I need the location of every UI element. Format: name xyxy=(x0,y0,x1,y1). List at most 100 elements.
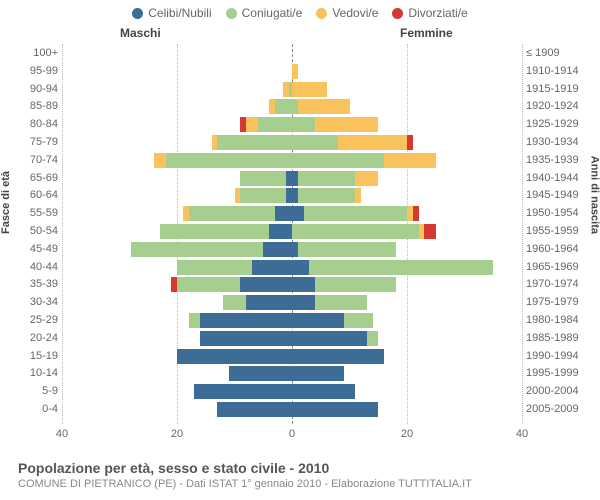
age-label: 80-84 xyxy=(0,117,58,132)
female-bar xyxy=(292,277,396,292)
birth-label: 1980-1984 xyxy=(526,313,596,328)
x-tick: 40 xyxy=(516,428,528,440)
segment-single xyxy=(246,295,292,310)
birth-label: 1940-1944 xyxy=(526,171,596,186)
pyramid-row xyxy=(62,224,522,239)
legend-label-married: Coniugati/e xyxy=(242,6,303,20)
x-tick: 20 xyxy=(171,428,183,440)
segment-single xyxy=(292,295,315,310)
segment-married xyxy=(292,135,338,150)
age-label: 10-14 xyxy=(0,366,58,381)
footer: Popolazione per età, sesso e stato civil… xyxy=(18,460,578,490)
age-label: 55-59 xyxy=(0,206,58,221)
segment-widowed xyxy=(154,153,166,168)
segment-married xyxy=(298,171,356,186)
pyramid-row xyxy=(62,260,522,275)
x-tick: 0 xyxy=(289,428,295,440)
age-label: 25-29 xyxy=(0,313,58,328)
female-bar xyxy=(292,64,298,79)
pyramid-row xyxy=(62,99,522,114)
x-tick: 40 xyxy=(56,428,68,440)
male-bar xyxy=(131,242,292,257)
segment-widowed xyxy=(315,117,378,132)
birth-label: 1985-1989 xyxy=(526,331,596,346)
age-label: 30-34 xyxy=(0,295,58,310)
female-bar xyxy=(292,117,378,132)
birth-label: 1990-1994 xyxy=(526,349,596,364)
legend-label-divorced: Divorziati/e xyxy=(408,6,467,20)
legend-swatch-single xyxy=(132,8,143,19)
male-bar xyxy=(283,82,292,97)
female-bar xyxy=(292,402,378,417)
birth-label: 1910-1914 xyxy=(526,64,596,79)
segment-single xyxy=(194,384,292,399)
segment-married xyxy=(304,206,408,221)
female-bar xyxy=(292,331,378,346)
male-bar xyxy=(171,277,292,292)
birth-label: 1920-1924 xyxy=(526,99,596,114)
birth-label: 1935-1939 xyxy=(526,153,596,168)
birth-label: 1955-1959 xyxy=(526,224,596,239)
birth-label: 1970-1974 xyxy=(526,277,596,292)
segment-married xyxy=(292,117,315,132)
birth-label: 1925-1929 xyxy=(526,117,596,132)
chart-title: Popolazione per età, sesso e stato civil… xyxy=(18,460,578,476)
segment-married xyxy=(189,206,275,221)
segment-widowed xyxy=(355,188,361,203)
segment-married xyxy=(298,188,356,203)
birth-label: 1995-1999 xyxy=(526,366,596,381)
female-bar xyxy=(292,82,327,97)
female-bar xyxy=(292,295,367,310)
birth-year-labels: ≤ 1909 1910-1914 1915-1919 1920-1924 1925-19… xyxy=(526,44,596,424)
birth-label: 1960-1964 xyxy=(526,242,596,257)
birth-label: 1930-1934 xyxy=(526,135,596,150)
birth-label: ≤ 1909 xyxy=(526,46,596,61)
segment-single xyxy=(292,349,384,364)
male-bar xyxy=(189,313,293,328)
segment-single xyxy=(292,366,344,381)
age-label: 20-24 xyxy=(0,331,58,346)
legend-swatch-widowed xyxy=(316,8,327,19)
grid-line xyxy=(522,44,523,424)
legend-swatch-married xyxy=(226,8,237,19)
segment-divorced xyxy=(407,135,413,150)
male-bar xyxy=(160,224,292,239)
pyramid-row xyxy=(62,331,522,346)
segment-single xyxy=(269,224,292,239)
segment-married xyxy=(292,224,419,239)
legend-label-widowed: Vedovi/e xyxy=(332,6,378,20)
legend-item-divorced: Divorziati/e xyxy=(392,6,467,20)
male-bar xyxy=(217,402,292,417)
segment-married xyxy=(131,242,263,257)
birth-label: 1975-1979 xyxy=(526,295,596,310)
age-label: 100+ xyxy=(0,46,58,61)
segment-single xyxy=(275,206,292,221)
segment-married xyxy=(177,260,252,275)
segment-single xyxy=(240,277,292,292)
age-label: 15-19 xyxy=(0,349,58,364)
segment-single xyxy=(200,313,292,328)
pyramid-row xyxy=(62,171,522,186)
segment-single xyxy=(229,366,292,381)
age-label: 70-74 xyxy=(0,153,58,168)
segment-married xyxy=(275,99,292,114)
pyramid-row xyxy=(62,188,522,203)
segment-married xyxy=(166,153,293,168)
male-bar xyxy=(212,135,293,150)
age-label: 90-94 xyxy=(0,82,58,97)
pyramid-row xyxy=(62,366,522,381)
birth-label: 2005-2009 xyxy=(526,402,596,417)
segment-married xyxy=(240,188,286,203)
age-label: 0-4 xyxy=(0,402,58,417)
plot-area xyxy=(62,44,522,424)
legend-item-single: Celibi/Nubili xyxy=(132,6,211,20)
segment-married xyxy=(367,331,379,346)
segment-single xyxy=(177,349,292,364)
segment-single xyxy=(252,260,292,275)
segment-married xyxy=(240,171,286,186)
age-label: 50-54 xyxy=(0,224,58,239)
birth-label: 1915-1919 xyxy=(526,82,596,97)
segment-single xyxy=(292,313,344,328)
pyramid-row xyxy=(62,277,522,292)
pyramid-row xyxy=(62,313,522,328)
